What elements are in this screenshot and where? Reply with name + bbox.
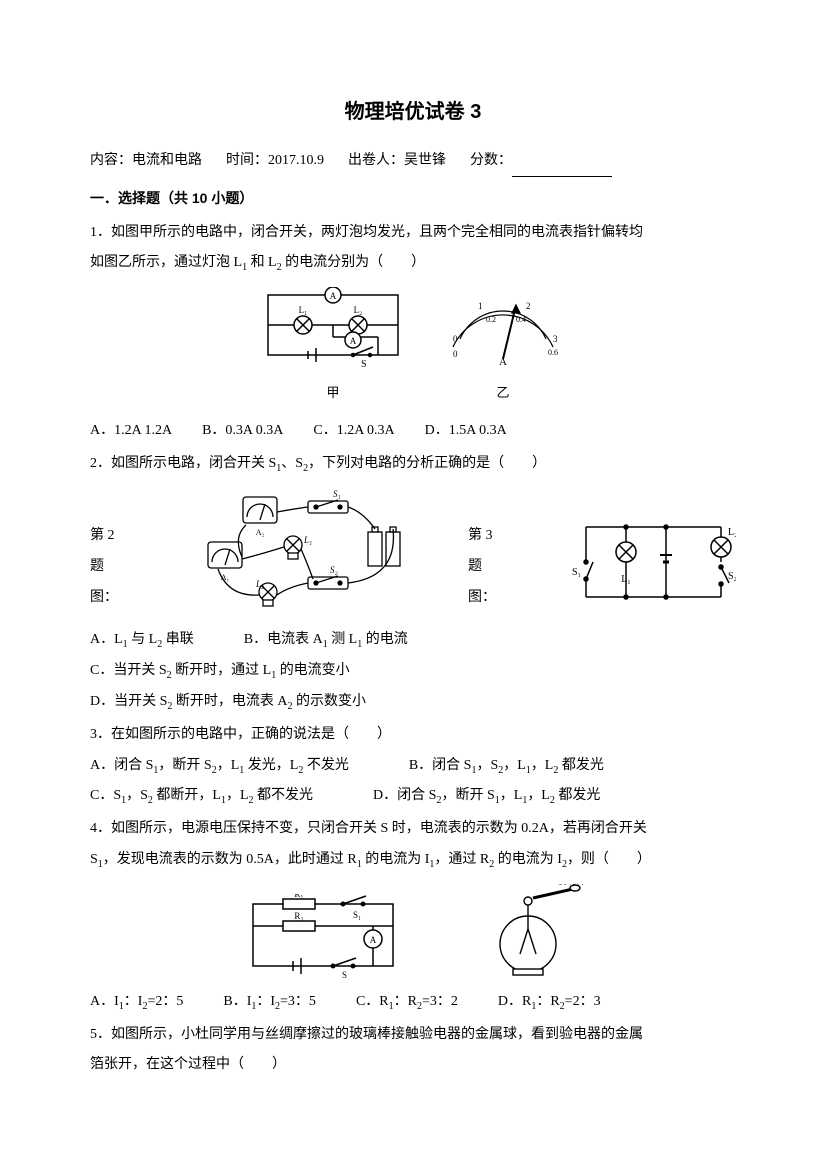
- q4-fig-electroscope: 玻璃棒: [478, 884, 588, 979]
- svg-text:S₁: S₁: [572, 567, 581, 578]
- q2-tb: 、S: [281, 456, 303, 471]
- q1-line1: 1．如图甲所示的电路中，闭合开关，两灯泡均发光，且两个完全相同的电流表指针偏转均: [90, 218, 736, 249]
- svg-text:3: 3: [553, 334, 558, 344]
- q2-optB: B．电流表 A1 测 L1 的电流: [244, 625, 408, 656]
- svg-text:R₂: R₂: [294, 911, 303, 921]
- question-5: 5．如图所示，小杜同学用与丝绸摩擦过的玻璃棒接触验电器的金属球，看到验电器的金属…: [90, 1020, 736, 1082]
- q3-text: 3．在如图所示的电路中，正确的说法是（ ）: [90, 720, 736, 751]
- q3-optB: B．闭合 S1，S2，L1，L2 都发光: [409, 751, 604, 782]
- svg-text:L₁: L₁: [621, 574, 631, 585]
- svg-text:1: 1: [478, 301, 483, 311]
- q2-optC: C．当开关 S2 断开时，通过 L1 的电流变小: [90, 656, 736, 687]
- q4-line1: 4．如图所示，电源电压保持不变，只闭合开关 S 时，电流表的示数为 0.2A，若…: [90, 814, 736, 845]
- q2-optD: D．当开关 S2 断开时，电流表 A2 的示数变小: [90, 687, 736, 718]
- meta-author: 出卷人：吴世锋: [348, 146, 446, 177]
- glass-rod-label: 玻璃棒: [556, 884, 586, 887]
- svg-text:A₂: A₂: [256, 528, 265, 537]
- q4-figures: R₁ R₂ S₁ A S: [90, 884, 736, 979]
- svg-text:A: A: [350, 336, 357, 346]
- svg-text:0.6: 0.6: [548, 348, 558, 357]
- q1-optD: D．1.5A 0.3A: [425, 416, 507, 447]
- q3-fig-schematic: S₁ L₁ L₂ S₂: [566, 507, 736, 617]
- q4-optC: C．R1：R2=3：2: [356, 987, 458, 1018]
- svg-text:S: S: [361, 359, 367, 370]
- q1-answers: A．1.2A 1.2A B．0.3A 0.3A C．1.2A 0.3A D．1.…: [90, 416, 736, 447]
- q2-fig2-label: 第 3 题图：: [468, 521, 500, 613]
- svg-text:S₂: S₂: [728, 571, 736, 582]
- score-blank: [512, 176, 612, 177]
- svg-text:S₁: S₁: [353, 910, 361, 920]
- q1-figures: A L₁ L₂ A S 甲: [90, 287, 736, 408]
- q2-fig-realistic: A₁ A₂ S₁ S₂: [188, 487, 408, 617]
- q1-fig1-label: 甲: [258, 379, 408, 408]
- q1-fig-circuit: A L₁ L₂ A S 甲: [258, 287, 408, 408]
- svg-text:A: A: [330, 291, 337, 301]
- svg-text:R₁: R₁: [294, 894, 303, 899]
- svg-text:0: 0: [453, 349, 458, 359]
- q5-line2: 箔张开，在这个过程中（ ）: [90, 1050, 736, 1081]
- q1-optA: A．1.2A 1.2A: [90, 416, 172, 447]
- question-2: 2．如图所示电路，闭合开关 S1、S2，下列对电路的分析正确的是（ ） 第 2 …: [90, 449, 736, 718]
- q3-optD: D．闭合 S2，断开 S1，L1，L2 都发光: [373, 781, 600, 812]
- svg-text:S: S: [342, 970, 347, 979]
- svg-text:0.2: 0.2: [486, 315, 496, 324]
- q2-fig1-label: 第 2 题图：: [90, 521, 122, 613]
- svg-text:L₂: L₂: [354, 305, 363, 315]
- q2-ta: 2．如图所示电路，闭合开关 S: [90, 456, 276, 471]
- q3-answers-cd: C．S1，S2 都断开，L1，L2 都不发光 D．闭合 S2，断开 S1，L1，…: [90, 781, 736, 812]
- question-3: 3．在如图所示的电路中，正确的说法是（ ） A．闭合 S1，断开 S2，L1 发…: [90, 720, 736, 812]
- svg-text:L₂: L₂: [255, 579, 264, 589]
- q1-optC: C．1.2A 0.3A: [313, 416, 394, 447]
- page-title: 物理培优试卷 3: [90, 90, 736, 134]
- svg-text:2: 2: [526, 301, 531, 311]
- q4-answers: A．I1：I2=2：5 B．I1：I2=3：5 C．R1：R2=3：2 D．R1…: [90, 987, 736, 1018]
- svg-text:L₂: L₂: [728, 527, 736, 538]
- q1-l2b: 和 L: [247, 255, 277, 270]
- q4-optD: D．R1：R2=2：3: [498, 987, 601, 1018]
- q1-optB: B．0.3A 0.3A: [202, 416, 283, 447]
- q1-l2a: 如图乙所示，通过灯泡 L: [90, 255, 242, 270]
- q2-figures: 第 2 题图： A₁ A₂ S₁: [90, 487, 736, 617]
- svg-text:S₂: S₂: [330, 565, 338, 575]
- q2-optA: A．L1 与 L2 串联: [90, 625, 194, 656]
- q2-text: 2．如图所示电路，闭合开关 S1、S2，下列对电路的分析正确的是（ ）: [90, 449, 736, 480]
- svg-text:A: A: [370, 935, 377, 945]
- q1-l2c: 的电流分别为（ ）: [282, 255, 426, 270]
- q4-optA: A．I1：I2=2：5: [90, 987, 183, 1018]
- q2-tc: ，下列对电路的分析正确的是（ ）: [308, 456, 546, 471]
- q3-answers-ab: A．闭合 S1，断开 S2，L1 发光，L2 不发光 B．闭合 S1，S2，L1…: [90, 751, 736, 782]
- svg-text:0: 0: [453, 334, 458, 344]
- meta-score: 分数：: [470, 146, 612, 177]
- svg-text:L₁: L₁: [299, 305, 308, 315]
- meta-time: 时间：2017.10.9: [226, 146, 324, 177]
- q3-optC: C．S1，S2 都断开，L1，L2 都不发光: [90, 781, 313, 812]
- q3-optA: A．闭合 S1，断开 S2，L1 发光，L2 不发光: [90, 751, 349, 782]
- section-1-header: 一．选择题（共 10 小题）: [90, 183, 736, 214]
- q1-fig-meter: 0 0 1 0.2 2 0.4 3 0.6 A 乙: [438, 287, 568, 408]
- q1-line2: 如图乙所示，通过灯泡 L1 和 L2 的电流分别为（ ）: [90, 248, 736, 279]
- svg-text:S₁: S₁: [333, 489, 341, 499]
- q1-fig2-label: 乙: [438, 379, 568, 408]
- question-1: 1．如图甲所示的电路中，闭合开关，两灯泡均发光，且两个完全相同的电流表指针偏转均…: [90, 218, 736, 447]
- meta-row: 内容：电流和电路 时间：2017.10.9 出卷人：吴世锋 分数：: [90, 146, 736, 177]
- svg-text:0.4: 0.4: [516, 315, 526, 324]
- svg-text:A: A: [499, 356, 507, 368]
- q4-optB: B．I1：I2=3：5: [223, 987, 316, 1018]
- q4-line2: S1，发现电流表的示数为 0.5A，此时通过 R1 的电流为 I1，通过 R2 …: [90, 845, 736, 876]
- q4-fig-circuit: R₁ R₂ S₁ A S: [238, 894, 408, 979]
- meta-content: 内容：电流和电路: [90, 146, 202, 177]
- q2-answers-ab: A．L1 与 L2 串联 B．电流表 A1 测 L1 的电流: [90, 625, 736, 656]
- score-label: 分数：: [470, 153, 512, 168]
- svg-text:L₁: L₁: [303, 535, 312, 545]
- question-4: 4．如图所示，电源电压保持不变，只闭合开关 S 时，电流表的示数为 0.2A，若…: [90, 814, 736, 1017]
- q5-line1: 5．如图所示，小杜同学用与丝绸摩擦过的玻璃棒接触验电器的金属球，看到验电器的金属: [90, 1020, 736, 1051]
